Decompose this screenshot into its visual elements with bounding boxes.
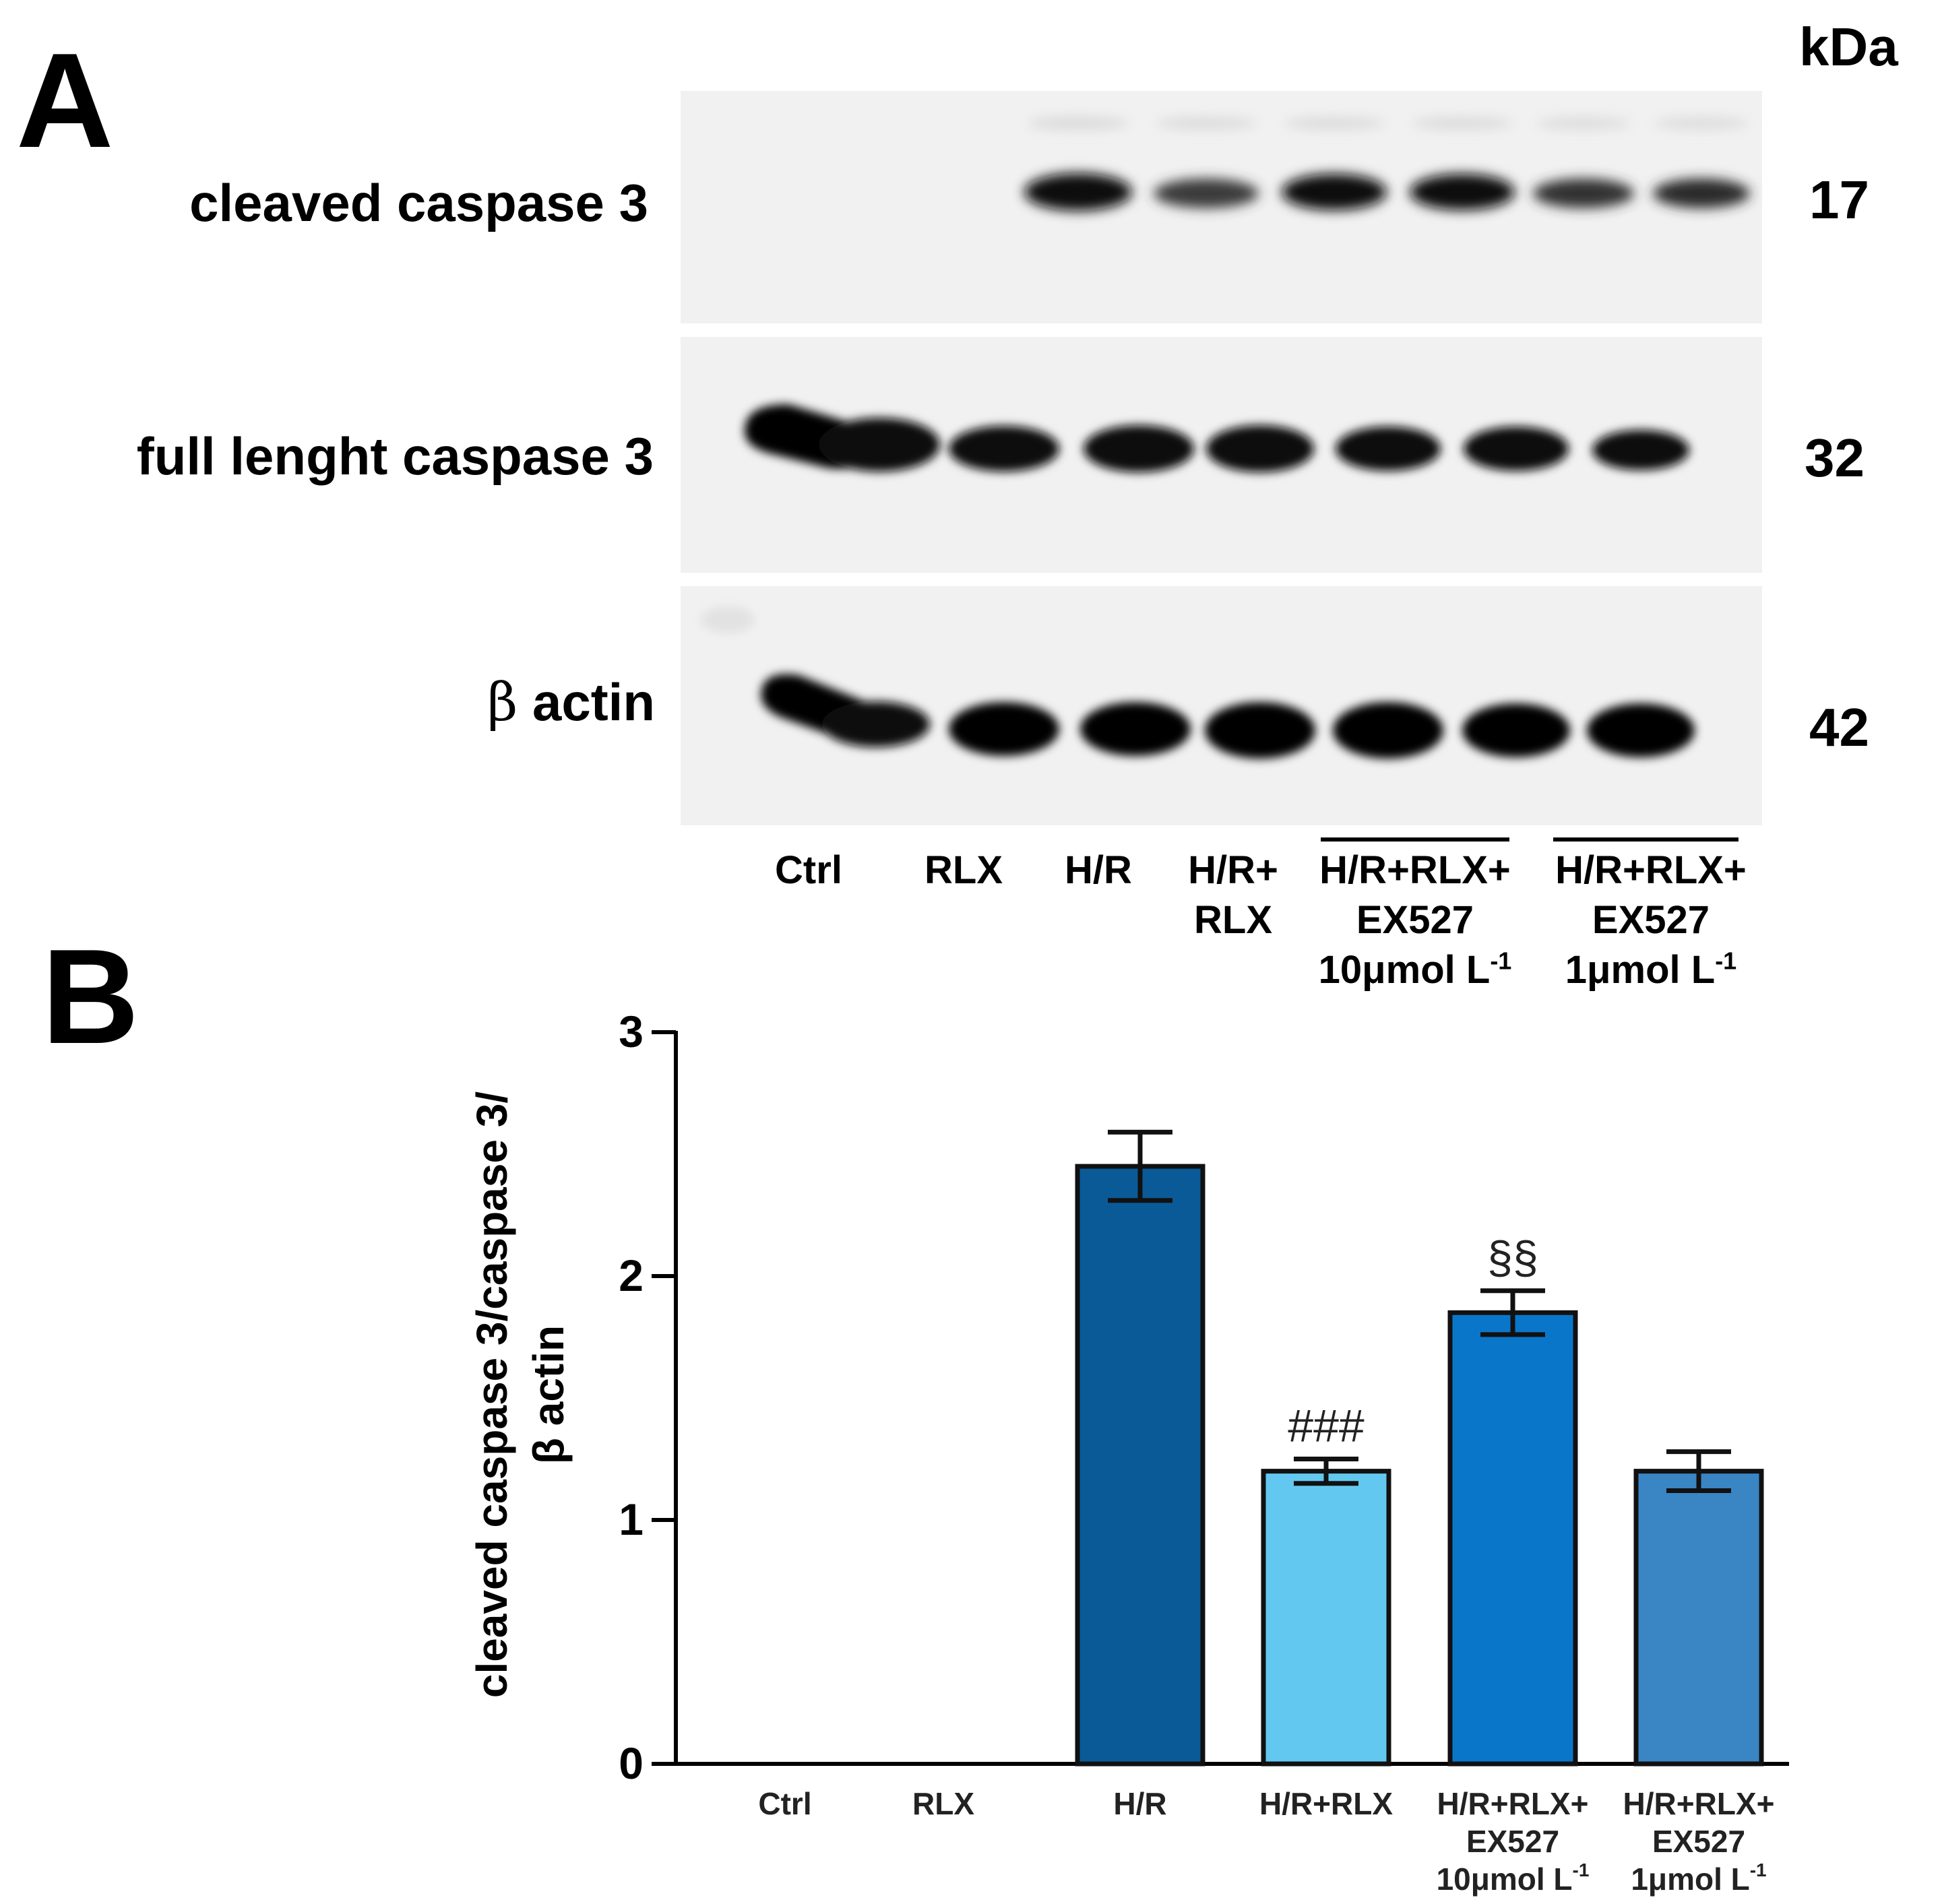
blot-cleaved-caspase-3 xyxy=(681,91,1762,323)
lane-label-hr-rlx: H/R+ RLX xyxy=(1159,846,1307,945)
y-tick-label: 0 xyxy=(619,1738,644,1788)
panel-b-letter: B xyxy=(42,922,139,1072)
lane-label-line: H/R+ xyxy=(1188,848,1278,892)
x-category-label-text: 10μmol L xyxy=(1437,1862,1573,1897)
lane-label-line: RLX xyxy=(1194,898,1272,943)
y-tick-label: 2 xyxy=(619,1250,644,1300)
x-category-label-superscript: -1 xyxy=(1750,1860,1767,1880)
x-category-label-text: 1μmol L xyxy=(1631,1862,1749,1897)
blot-2-bands xyxy=(745,404,1689,472)
lane-label-hr-rlx-ex527-1: H/R+RLX+ EX527 1μmol L-1 xyxy=(1540,846,1762,996)
x-category-label-text: H/R+RLX+ xyxy=(1437,1786,1589,1821)
significance-annotation: ### xyxy=(1288,1401,1365,1452)
bar xyxy=(1633,1469,1764,1767)
lane-group-bar-10umol xyxy=(1321,837,1509,842)
lane-label-dose: 1μmol L xyxy=(1565,948,1716,992)
y-axis-label-line: cleaved caspase 3/caspase 3/ xyxy=(468,1091,516,1698)
bar xyxy=(1261,1469,1391,1767)
chart-labels: Ctrl RLX H/R###H/R+RLX§§H/R+RLX+EX52710μmo… xyxy=(758,1232,1774,1897)
kda-header: kDa xyxy=(1799,17,1898,77)
blot-3-bands xyxy=(701,606,1695,759)
kda-42: 42 xyxy=(1809,697,1869,757)
x-category-label: RLX xyxy=(912,1786,974,1821)
lane-label-line: H/R xyxy=(1065,848,1132,892)
x-category-label: H/R xyxy=(1113,1786,1166,1821)
lane-label-line: EX527 xyxy=(1356,898,1474,943)
x-category-label: 1μmol L-1 xyxy=(1631,1860,1766,1897)
lane-label-dose: 10μmol L xyxy=(1318,948,1491,992)
x-category-label: 10μmol L-1 xyxy=(1437,1860,1590,1897)
lane-label-line: Ctrl xyxy=(775,848,842,892)
x-category-label: Ctrl xyxy=(758,1786,811,1821)
x-category-label: EX527 xyxy=(1466,1824,1559,1859)
x-category-label-text: EX527 xyxy=(1652,1824,1745,1859)
bar xyxy=(1075,1164,1205,1767)
lane-label-line: EX527 xyxy=(1592,898,1710,943)
lane-label-superscript: -1 xyxy=(1715,947,1737,976)
x-category-label-text: RLX xyxy=(912,1786,974,1821)
kda-17: 17 xyxy=(1809,170,1869,230)
x-category-label: H/R+RLX+ xyxy=(1437,1786,1589,1821)
chart-axes: 0 1 2 3 cleaved caspase 3/caspase 3/β actin xyxy=(468,1007,1789,1788)
x-category-label: EX527 xyxy=(1652,1824,1745,1859)
x-category-label-superscript: -1 xyxy=(1573,1860,1590,1880)
y-axis-label-line: β actin xyxy=(524,1325,573,1464)
lane-label-rlx: RLX xyxy=(886,846,1041,895)
lane-label-superscript: -1 xyxy=(1490,947,1512,976)
x-category-label: H/R+RLX+ xyxy=(1623,1786,1775,1821)
x-category-label-text: Ctrl xyxy=(758,1786,811,1821)
lane-label-ctrl: Ctrl xyxy=(734,846,883,895)
blot-label-cleaved-caspase-3: cleaved caspase 3 xyxy=(189,173,648,232)
y-axis-label: cleaved caspase 3/caspase 3/β actin xyxy=(468,1091,573,1698)
lane-label-line: H/R+RLX+ xyxy=(1555,848,1747,892)
beta-symbol: β xyxy=(487,672,518,733)
lane-label-hr: H/R xyxy=(1031,846,1166,895)
lane-label-line: H/R+RLX+ xyxy=(1319,848,1511,892)
x-category-label: H/R+RLX xyxy=(1259,1786,1393,1821)
y-tick-label: 1 xyxy=(619,1494,644,1544)
lane-label-hr-rlx-ex527-10: H/R+RLX+ EX527 10μmol L-1 xyxy=(1301,846,1530,996)
blot-full-length-caspase-3 xyxy=(681,337,1762,573)
x-category-label-text: H/R+RLX xyxy=(1259,1786,1393,1821)
lane-label-line: RLX xyxy=(925,848,1003,892)
lane-label-line: 10μmol L-1 xyxy=(1301,945,1530,995)
panel-a-letter: A xyxy=(16,26,114,176)
blot-label-beta-actin: β actin xyxy=(487,676,655,729)
beta-actin-text: actin xyxy=(532,672,655,732)
lane-label-line: 1μmol L-1 xyxy=(1540,945,1762,995)
x-category-label-text: H/R xyxy=(1113,1786,1166,1821)
bar xyxy=(1447,1310,1578,1767)
x-category-label-text: EX527 xyxy=(1466,1824,1559,1859)
significance-annotation: §§ xyxy=(1487,1232,1538,1283)
lane-group-bar-1umol xyxy=(1553,837,1739,842)
x-category-label-text: H/R+RLX+ xyxy=(1623,1786,1775,1821)
chart-bars xyxy=(1075,1129,1764,1767)
y-tick-label: 3 xyxy=(619,1007,644,1056)
kda-32: 32 xyxy=(1805,428,1865,488)
blot-1-bands xyxy=(1024,117,1750,211)
blot-label-full-length-caspase-3: full lenght caspase 3 xyxy=(136,426,654,486)
blot-beta-actin xyxy=(681,586,1762,825)
